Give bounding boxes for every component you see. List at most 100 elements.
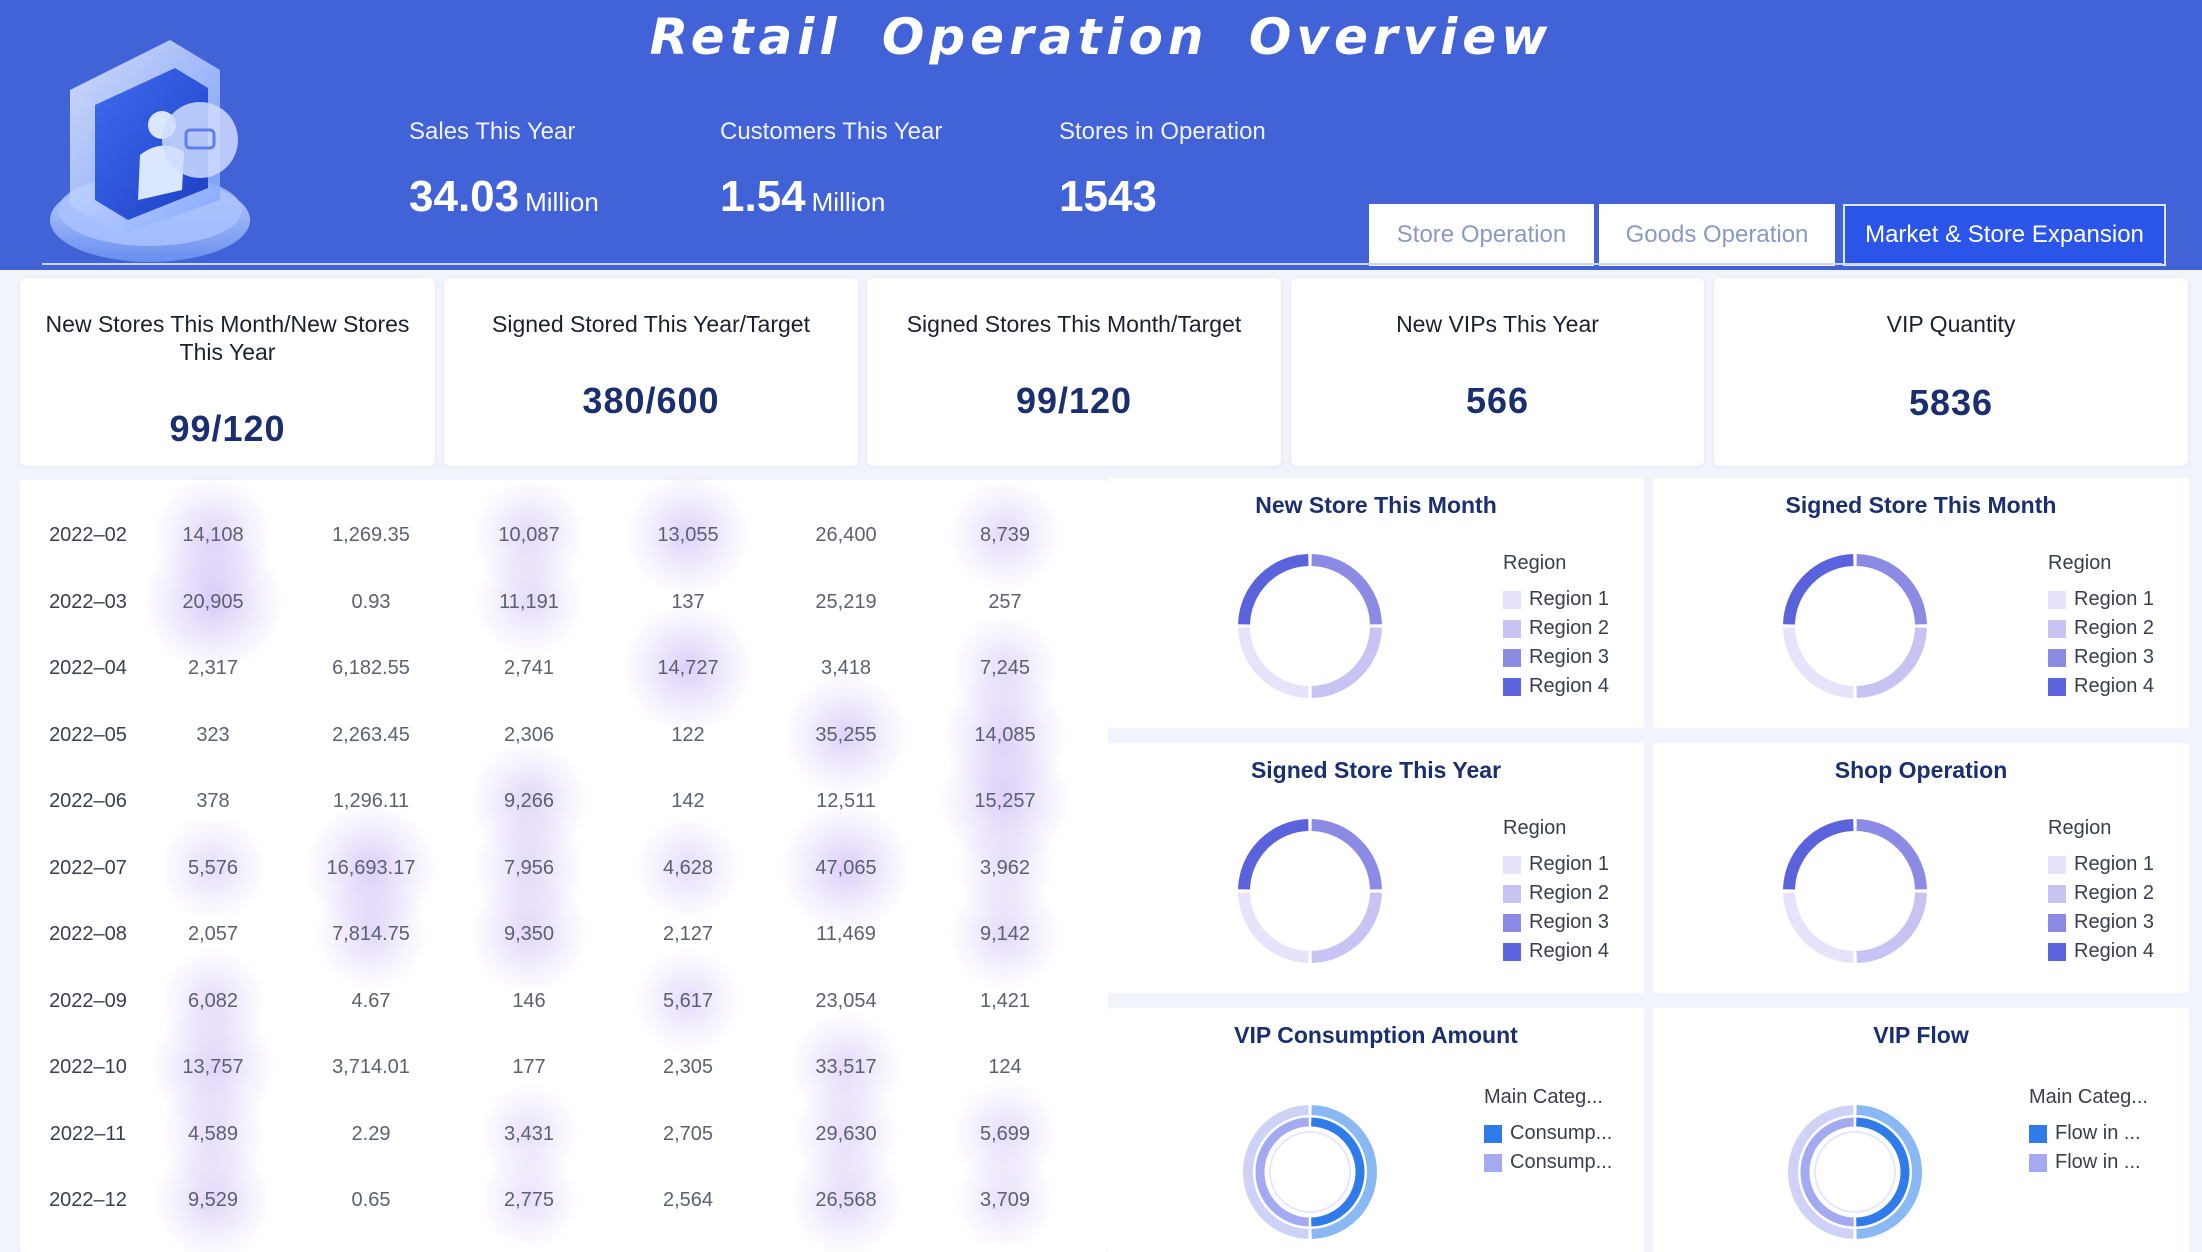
table-cell: 7,245: [979, 657, 1031, 679]
donut-inner-ring: [1814, 1131, 1896, 1213]
row-date: 2022–02: [49, 524, 127, 546]
donut-slice[interactable]: [1238, 627, 1309, 698]
donut-slice[interactable]: [1783, 627, 1854, 698]
legend-label: Region 4: [1529, 675, 1610, 697]
row-date: 2022–12: [49, 1189, 127, 1211]
kpi-sales: Sales This Year 34.03 Million: [409, 118, 599, 222]
donut-slice[interactable]: [1311, 1117, 1365, 1227]
legend-item[interactable]: Region 2: [2048, 614, 2154, 643]
legend-swatch: [1503, 590, 1521, 609]
row-date: 2022–10: [49, 1056, 127, 1078]
donut-slice[interactable]: [1311, 892, 1382, 963]
kpi-sales-unit: Million: [525, 187, 599, 217]
legend-item[interactable]: Region 4: [2048, 937, 2154, 966]
card-label: VIP Quantity: [1886, 311, 2016, 337]
card-value: 566: [1465, 380, 1530, 421]
legend-item[interactable]: Region 1: [2048, 850, 2154, 879]
tab-market-store-expansion[interactable]: Market & Store Expansion: [1843, 204, 2166, 266]
donut-slice[interactable]: [1311, 819, 1382, 890]
donut-slice[interactable]: [1238, 554, 1309, 625]
card-label: Signed Stores This Month/Target: [906, 311, 1242, 337]
table-cell: 378: [196, 790, 230, 812]
donut-slice[interactable]: [1856, 627, 1927, 698]
donut-slice[interactable]: [1856, 1105, 1923, 1239]
donut-chart: [1242, 1105, 1378, 1239]
legend-item[interactable]: Region 3: [1503, 908, 1609, 937]
legend-label: Region 3: [2074, 646, 2155, 668]
legend-item[interactable]: Region 2: [1503, 614, 1609, 643]
legend-item[interactable]: Region 1: [1503, 585, 1609, 614]
donut-slice[interactable]: [1783, 892, 1854, 963]
donut-slice[interactable]: [1255, 1117, 1309, 1227]
legend-item[interactable]: Region 2: [2048, 879, 2154, 908]
table-cell: 10,087: [498, 524, 560, 546]
legend-item[interactable]: Region 1: [1503, 850, 1609, 879]
table-cell: 11,191: [499, 590, 559, 613]
donut-slice[interactable]: [1311, 554, 1382, 625]
tab-goods-operation[interactable]: Goods Operation: [1599, 204, 1835, 266]
legend-item[interactable]: Flow in ...: [2029, 1119, 2148, 1148]
card-label: New Stores This Month/New Stores This Ye…: [45, 311, 410, 365]
legend-item[interactable]: Region 3: [2048, 643, 2154, 672]
panel-shop-operation: Shop Operation Region Region 1 Region 2 Regi…: [1653, 743, 2189, 993]
donut-slice[interactable]: [1783, 819, 1854, 890]
donut-slice[interactable]: [1856, 1117, 1910, 1227]
legend-item[interactable]: Region 3: [1503, 643, 1609, 672]
legend-label: Region 1: [2074, 853, 2155, 875]
donut-title: New Store This Month: [1255, 492, 1497, 518]
legend-label: Region 1: [1529, 853, 1610, 875]
card-new-stores: New Stores This Month/New Stores This Ye…: [20, 278, 435, 466]
row-date: 2022–11: [49, 1122, 127, 1145]
donut-slice[interactable]: [1856, 554, 1927, 625]
legend-swatch: [2048, 590, 2066, 609]
legend-item[interactable]: Region 3: [2048, 908, 2154, 937]
donut-slice[interactable]: [1238, 892, 1309, 963]
legend-title: Region: [2048, 817, 2112, 839]
table-cell: 3,418: [820, 657, 872, 679]
table-row: 2022–09 6,082 4.67 146 5,617 23,054 1,421: [20, 946, 1108, 1055]
legend-item[interactable]: Consump...: [1484, 1119, 1612, 1148]
table-cell: 8,739: [979, 524, 1031, 546]
card-value: 99/120: [169, 408, 286, 449]
card-new-vips: New VIPs This Year 566: [1291, 278, 1704, 466]
donut-slice[interactable]: [1311, 1105, 1378, 1239]
donut-slice[interactable]: [1800, 1117, 1854, 1227]
header-divider: [42, 263, 2162, 265]
row-date: 2022–03: [49, 590, 127, 613]
legend-item[interactable]: Region 4: [2048, 672, 2154, 701]
donut-slice[interactable]: [1311, 627, 1382, 698]
table-cell: 2,705: [662, 1122, 714, 1145]
donut-slice[interactable]: [1783, 554, 1854, 625]
legend-item[interactable]: Flow in ...: [2029, 1148, 2148, 1177]
table-cell: 9,529: [187, 1189, 239, 1211]
legend-title: Main Categ...: [1484, 1086, 1603, 1108]
legend-swatch: [2048, 942, 2066, 961]
table-cell: 1,296.11: [332, 790, 410, 812]
legend-swatch: [1503, 648, 1521, 667]
legend-item[interactable]: Region 4: [1503, 937, 1609, 966]
legend-item[interactable]: Region 1: [2048, 585, 2154, 614]
donut-title: Signed Store This Month: [1785, 492, 2057, 518]
donut-slice[interactable]: [1787, 1105, 1854, 1239]
donut-slice[interactable]: [1242, 1105, 1309, 1239]
legend-item[interactable]: Region 4: [1503, 672, 1609, 701]
tab-store-operation[interactable]: Store Operation: [1369, 204, 1594, 266]
legend-label: Region 4: [1529, 940, 1610, 962]
donut-chart: [1783, 554, 1927, 698]
table-cell: 9,142: [979, 923, 1031, 945]
donut-slice[interactable]: [1856, 892, 1927, 963]
table-cell: 25,219: [815, 590, 877, 613]
legend-item[interactable]: Consump...: [1484, 1148, 1612, 1177]
table-cell: 7,956: [503, 856, 555, 879]
legend-label: Region 2: [1529, 882, 1610, 904]
donut-chart: [1783, 819, 1927, 963]
kpi-customers-unit: Million: [811, 187, 886, 217]
table-cell: 9,350: [503, 923, 555, 945]
legend-label: Region 1: [1529, 588, 1610, 610]
legend-label: Region 2: [2074, 617, 2155, 639]
legend-item[interactable]: Region 2: [1503, 879, 1609, 908]
table-cell: 20,905: [182, 590, 244, 613]
donut-slice[interactable]: [1856, 819, 1927, 890]
table-cell: 35,255: [815, 723, 877, 746]
donut-slice[interactable]: [1238, 819, 1309, 890]
